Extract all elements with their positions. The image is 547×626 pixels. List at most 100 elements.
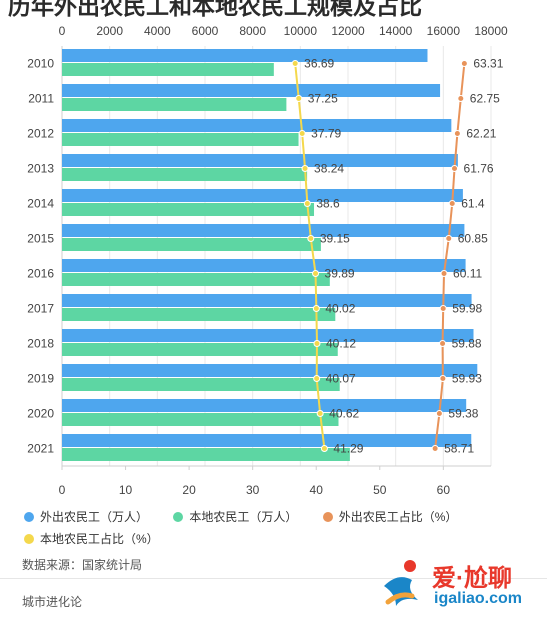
legend-item-outflow[interactable]: 外出农民工（万人） — [24, 506, 148, 528]
legend-dot-local — [173, 512, 184, 522]
site-logo[interactable]: 爱·尬聊 igaliao.com — [378, 556, 538, 616]
legend-label-local: 本地农民工（万人） — [189, 510, 298, 524]
x-top-tick-label: 0 — [59, 24, 66, 38]
bar-local — [62, 413, 339, 426]
point-outflow-share — [435, 410, 443, 417]
point-local-share — [313, 340, 321, 347]
x-bottom-tick-label: 40 — [310, 483, 324, 497]
x-bottom-tick-label: 0 — [59, 483, 66, 497]
y-category-label: 2018 — [27, 337, 54, 351]
y-category-label: 2014 — [27, 197, 54, 211]
data-label-outflow-share: 59.93 — [452, 372, 482, 386]
y-category-label: 2011 — [28, 92, 54, 106]
point-local-share — [312, 305, 320, 312]
x-bottom-tick-label: 30 — [246, 483, 260, 497]
data-label-outflow-share: 59.88 — [452, 337, 482, 351]
data-label-outflow-share: 59.98 — [452, 302, 482, 316]
y-category-label: 2013 — [27, 162, 54, 176]
bar-outflow — [62, 49, 428, 62]
x-top-tick-label: 18000 — [474, 24, 508, 38]
point-outflow-share — [439, 375, 447, 382]
data-label-outflow-share: 59.38 — [448, 407, 478, 421]
data-label-local-share: 39.15 — [320, 232, 350, 246]
bar-local — [62, 63, 274, 76]
data-label-local-share: 40.12 — [326, 337, 356, 351]
data-label-outflow-share: 60.11 — [453, 267, 482, 281]
footer-divider — [0, 578, 547, 579]
x-bottom-tick-label: 10 — [119, 483, 133, 497]
point-local-share — [307, 235, 315, 242]
data-label-local-share: 38.24 — [314, 162, 344, 176]
logo-name: 爱·尬聊 — [432, 565, 512, 592]
x-top-tick-label: 8000 — [239, 24, 266, 38]
point-outflow-share — [445, 235, 453, 242]
point-local-share — [298, 130, 306, 137]
data-label-outflow-share: 61.76 — [464, 162, 494, 176]
y-category-label: 2019 — [27, 372, 54, 386]
bar-local — [62, 308, 336, 321]
x-bottom-tick-label: 60 — [437, 483, 451, 497]
point-outflow-share — [431, 445, 439, 452]
y-category-label: 2010 — [27, 57, 54, 71]
line-outflow-share — [434, 63, 466, 449]
legend-label-outflow: 外出农民工（万人） — [40, 510, 149, 524]
legend-dot-outflow-share — [322, 512, 333, 522]
point-outflow-share — [440, 270, 448, 277]
data-label-local-share: 37.79 — [311, 127, 341, 141]
x-bottom-tick-label: 20 — [182, 483, 196, 497]
point-outflow-share — [439, 340, 447, 347]
data-label-local-share: 40.62 — [329, 407, 359, 421]
point-local-share — [316, 410, 324, 417]
bar-local — [62, 98, 287, 111]
legend-item-local[interactable]: 本地农民工（万人） — [173, 506, 297, 528]
y-category-label: 2016 — [27, 267, 54, 281]
point-local-share — [291, 60, 299, 67]
x-top-tick-label: 14000 — [379, 24, 413, 38]
point-outflow-share — [457, 95, 465, 102]
bar-outflow — [62, 259, 466, 272]
point-local-share — [303, 200, 311, 207]
bar-outflow — [62, 84, 441, 97]
point-local-share — [312, 270, 320, 277]
chart-title: 历年外出农民工和本地农民工规模及占比 — [8, 0, 422, 19]
data-label-local-share: 40.07 — [326, 372, 356, 386]
point-outflow-share — [448, 200, 456, 207]
footer-brand: 城市进化论 — [22, 595, 83, 609]
legend-item-outflow-share[interactable]: 外出农民工占比（%） — [322, 506, 457, 528]
data-label-local-share: 38.6 — [316, 197, 340, 211]
data-label-outflow-share: 62.75 — [470, 92, 500, 106]
chart-legend: 外出农民工（万人） 本地农民工（万人） 外出农民工占比（%） 本地农民工占比（%… — [24, 506, 534, 550]
point-outflow-share — [460, 60, 468, 67]
y-category-label: 2020 — [27, 407, 54, 421]
point-outflow-share — [439, 305, 447, 312]
x-top-tick-label: 12000 — [331, 24, 365, 38]
logo-url: igaliao.com — [434, 590, 523, 607]
data-source-note: 数据来源：国家统计局 — [22, 558, 143, 572]
data-label-outflow-share: 58.71 — [444, 442, 474, 456]
point-local-share — [295, 95, 303, 102]
y-category-label: 2017 — [27, 302, 54, 316]
data-label-local-share: 39.89 — [325, 267, 355, 281]
bar-local — [62, 273, 330, 286]
x-bottom-tick-label: 50 — [373, 483, 387, 497]
bar-outflow — [62, 434, 472, 447]
bar-local — [62, 448, 350, 461]
data-label-local-share: 41.29 — [333, 442, 363, 456]
x-top-tick-label: 10000 — [284, 24, 318, 38]
y-category-label: 2015 — [27, 232, 54, 246]
data-label-outflow-share: 62.21 — [466, 127, 496, 141]
bar-outflow — [62, 189, 463, 202]
bar-local — [62, 343, 338, 356]
x-top-tick-label: 4000 — [144, 24, 171, 38]
point-outflow-share — [453, 130, 461, 137]
legend-item-local-share[interactable]: 本地农民工占比（%） — [24, 528, 159, 550]
bar-local — [62, 168, 308, 181]
bar-outflow — [62, 294, 472, 307]
data-label-local-share: 36.69 — [304, 57, 334, 71]
bar-local — [62, 133, 299, 146]
y-category-label: 2021 — [27, 442, 54, 456]
data-label-local-share: 37.25 — [308, 92, 338, 106]
bar-local — [62, 378, 340, 391]
line-local-share — [294, 63, 326, 449]
legend-label-local-share: 本地农民工占比（%） — [40, 532, 159, 546]
